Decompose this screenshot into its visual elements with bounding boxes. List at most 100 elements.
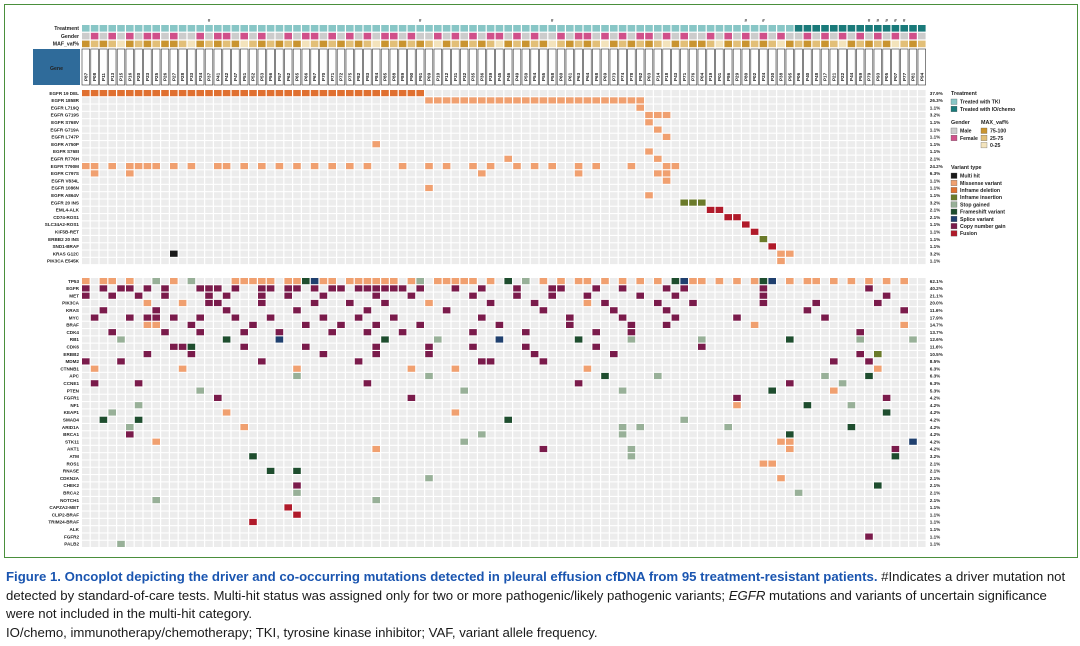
wt-cell xyxy=(240,292,248,299)
wt-cell xyxy=(90,394,99,401)
wt-cell xyxy=(425,365,433,372)
wt-cell xyxy=(143,372,152,380)
track-cell-maf xyxy=(601,40,609,48)
wt-cell xyxy=(662,343,671,350)
wt-cell xyxy=(328,365,336,372)
wt-cell xyxy=(715,236,724,243)
wt-cell xyxy=(161,148,169,155)
wt-cell xyxy=(698,358,706,365)
wt-cell xyxy=(574,228,583,235)
wt-cell xyxy=(900,372,908,380)
wt-cell xyxy=(170,133,178,140)
wt-cell xyxy=(803,155,812,162)
wt-cell xyxy=(495,365,504,372)
wt-cell xyxy=(627,358,636,365)
wt-cell xyxy=(434,343,442,350)
track-cell-treatment xyxy=(381,25,389,32)
wt-cell xyxy=(434,90,442,97)
wt-cell xyxy=(830,409,838,416)
mutation-cell-missense-variant xyxy=(372,141,380,148)
wt-cell xyxy=(346,402,354,409)
mutation-cell-copy-number-gain xyxy=(759,292,768,299)
wt-cell xyxy=(671,184,680,192)
wt-cell xyxy=(205,221,213,228)
wt-cell xyxy=(425,431,433,438)
wt-cell xyxy=(610,380,618,387)
wt-cell xyxy=(522,236,530,243)
wt-cell xyxy=(231,97,240,104)
wt-cell xyxy=(557,307,565,314)
wt-cell xyxy=(90,97,99,104)
wt-cell xyxy=(310,199,319,206)
wt-cell xyxy=(152,394,160,401)
wt-cell xyxy=(381,321,389,328)
wt-cell xyxy=(126,177,134,184)
wt-cell xyxy=(777,314,785,321)
wt-cell xyxy=(90,351,99,358)
wt-cell xyxy=(874,236,882,243)
wt-cell xyxy=(856,285,864,292)
wt-cell xyxy=(706,257,715,265)
mutation-cell-copy-number-gain xyxy=(830,358,838,365)
wt-cell xyxy=(698,243,706,250)
wt-cell xyxy=(636,148,644,155)
wt-cell xyxy=(82,192,90,199)
wt-cell xyxy=(205,206,213,213)
wt-cell xyxy=(724,221,732,228)
wt-cell xyxy=(152,372,160,380)
wt-cell xyxy=(108,424,116,431)
wt-cell xyxy=(856,119,864,126)
wt-cell xyxy=(284,299,292,307)
mutation-cell-missense-variant xyxy=(460,97,468,104)
track-cell-maf xyxy=(310,40,319,48)
wt-cell xyxy=(698,329,706,336)
wt-cell xyxy=(381,170,389,177)
wt-cell xyxy=(557,111,565,119)
wt-cell xyxy=(442,228,451,235)
wt-cell xyxy=(891,329,900,336)
wt-cell xyxy=(205,431,213,438)
wt-cell xyxy=(874,394,882,401)
wt-cell xyxy=(812,321,820,328)
wt-cell xyxy=(354,329,363,336)
wt-cell xyxy=(214,343,222,350)
wt-cell xyxy=(372,192,380,199)
wt-cell xyxy=(768,372,776,380)
wt-cell xyxy=(231,365,240,372)
wt-cell xyxy=(108,321,116,328)
wt-cell xyxy=(249,336,257,343)
wt-cell xyxy=(566,285,574,292)
wt-cell xyxy=(222,97,231,104)
patient-id-label: P23 xyxy=(145,72,150,81)
wt-cell xyxy=(478,228,486,235)
mutation-cell-stop-gained xyxy=(416,278,424,285)
driver-pct-label: 1.1% xyxy=(930,120,940,125)
mutation-cell-inframe-deletion xyxy=(187,90,196,97)
track-cell-treatment xyxy=(310,25,319,32)
mutation-cell-inframe-deletion xyxy=(354,90,363,97)
wt-cell xyxy=(592,416,600,423)
wt-cell xyxy=(442,214,451,221)
patient-id-label: P36 xyxy=(479,72,484,81)
wt-cell xyxy=(662,250,671,257)
wt-cell xyxy=(240,221,248,228)
wt-cell xyxy=(205,243,213,250)
wt-cell xyxy=(469,90,477,97)
wt-cell xyxy=(425,321,433,328)
patient-id-label: P14 xyxy=(655,72,660,81)
wt-cell xyxy=(390,243,398,250)
wt-cell xyxy=(363,97,372,104)
wt-cell xyxy=(733,236,741,243)
wt-cell xyxy=(196,126,204,133)
wt-cell xyxy=(698,431,706,438)
mutation-cell-stop-gained xyxy=(724,424,732,431)
wt-cell xyxy=(786,126,794,133)
wt-cell xyxy=(346,184,354,192)
wt-cell xyxy=(434,321,442,328)
wt-cell xyxy=(874,97,882,104)
wt-cell xyxy=(205,372,213,380)
wt-cell xyxy=(636,228,644,235)
wt-cell xyxy=(548,236,556,243)
wt-cell xyxy=(319,133,328,140)
wt-cell xyxy=(706,192,715,199)
